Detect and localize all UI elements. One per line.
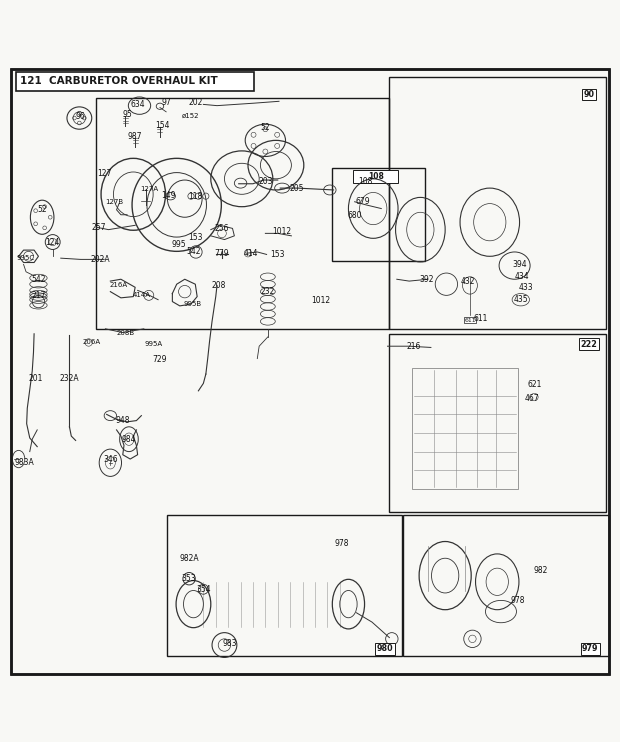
Text: 634: 634 (130, 100, 145, 109)
Text: 217: 217 (31, 291, 46, 300)
Bar (16, 72, 254, 91)
Bar (96, 98, 389, 329)
Text: 232A: 232A (60, 374, 79, 383)
Text: 611: 611 (473, 315, 488, 324)
Text: 435: 435 (513, 295, 528, 303)
Text: 208: 208 (211, 281, 226, 290)
Text: 779: 779 (215, 249, 229, 257)
Text: 995A: 995A (144, 341, 163, 347)
Text: 434: 434 (515, 272, 529, 281)
Text: 206A: 206A (82, 340, 101, 346)
Text: 127: 127 (97, 169, 112, 178)
Text: 1012: 1012 (312, 296, 330, 305)
Text: 256: 256 (215, 224, 229, 233)
Text: 542: 542 (31, 275, 46, 283)
Text: 153: 153 (188, 232, 203, 242)
Text: 208B: 208B (116, 329, 135, 335)
Circle shape (187, 577, 192, 581)
Text: 983: 983 (222, 640, 237, 649)
Circle shape (202, 588, 205, 591)
Bar (403, 515, 609, 656)
Bar (167, 515, 402, 656)
Text: eReplacementParts.com: eReplacementParts.com (238, 366, 382, 378)
Bar (389, 334, 606, 513)
Text: ø152: ø152 (182, 113, 200, 119)
Text: 149: 149 (161, 191, 176, 200)
Text: 90: 90 (583, 90, 595, 99)
Text: 201: 201 (29, 374, 43, 383)
Text: 202: 202 (188, 98, 203, 107)
Bar (389, 76, 606, 329)
Text: 216: 216 (407, 342, 422, 351)
Text: 108: 108 (368, 172, 384, 181)
Text: 203: 203 (258, 177, 273, 186)
Text: 257: 257 (92, 223, 107, 232)
Text: 108: 108 (358, 177, 373, 186)
Text: 979: 979 (582, 644, 598, 653)
Bar (465, 274, 476, 320)
Text: 983A: 983A (15, 459, 35, 467)
Text: 232: 232 (260, 287, 275, 296)
Text: 467: 467 (525, 394, 539, 403)
Text: 987: 987 (128, 132, 143, 141)
Text: 52: 52 (37, 206, 47, 214)
Text: 353: 353 (182, 574, 197, 583)
Text: 980: 980 (377, 644, 393, 653)
Text: 679: 679 (355, 197, 370, 206)
Text: 95: 95 (122, 110, 132, 119)
Text: 978: 978 (335, 539, 350, 548)
Text: 982A: 982A (179, 554, 199, 562)
Text: 680: 680 (347, 211, 362, 220)
Bar (353, 170, 398, 183)
Text: 984: 984 (122, 435, 136, 444)
Text: 621: 621 (527, 380, 542, 389)
Text: 995B: 995B (183, 301, 202, 307)
Text: 948: 948 (115, 416, 130, 425)
Text: 154: 154 (155, 121, 170, 130)
Text: 96: 96 (76, 112, 86, 121)
Text: 118: 118 (188, 191, 202, 200)
FancyBboxPatch shape (409, 522, 596, 649)
Text: 432: 432 (461, 278, 476, 286)
Text: 121  CARBURETOR OVERHAUL KIT: 121 CARBURETOR OVERHAUL KIT (20, 76, 218, 87)
Text: 414A: 414A (132, 292, 151, 298)
Text: 611: 611 (464, 318, 476, 323)
Text: 124: 124 (45, 237, 60, 246)
Text: 729: 729 (153, 355, 167, 364)
Bar (461, 317, 480, 324)
Text: 97: 97 (161, 98, 171, 107)
Text: 982: 982 (533, 566, 548, 575)
Text: 995: 995 (171, 240, 186, 249)
Text: 394: 394 (512, 260, 527, 269)
Text: 978: 978 (510, 596, 525, 605)
Text: 542: 542 (186, 248, 201, 257)
Text: 1012: 1012 (273, 227, 291, 236)
Text: 414: 414 (244, 249, 259, 257)
Text: 52: 52 (260, 123, 270, 133)
Bar (412, 368, 518, 489)
Text: 202A: 202A (91, 255, 110, 264)
Text: 127B: 127B (105, 200, 124, 206)
Text: 354: 354 (196, 585, 211, 594)
Bar (332, 168, 425, 260)
Text: 216A: 216A (110, 283, 128, 289)
Text: 433: 433 (518, 283, 533, 292)
Text: 127A: 127A (140, 186, 158, 192)
FancyBboxPatch shape (186, 575, 356, 633)
Text: 995C: 995C (17, 255, 35, 261)
Text: 222: 222 (580, 340, 598, 349)
Text: 392: 392 (419, 275, 434, 283)
Text: 153: 153 (270, 250, 285, 259)
Text: 205: 205 (289, 183, 304, 193)
Text: 346: 346 (103, 455, 118, 464)
